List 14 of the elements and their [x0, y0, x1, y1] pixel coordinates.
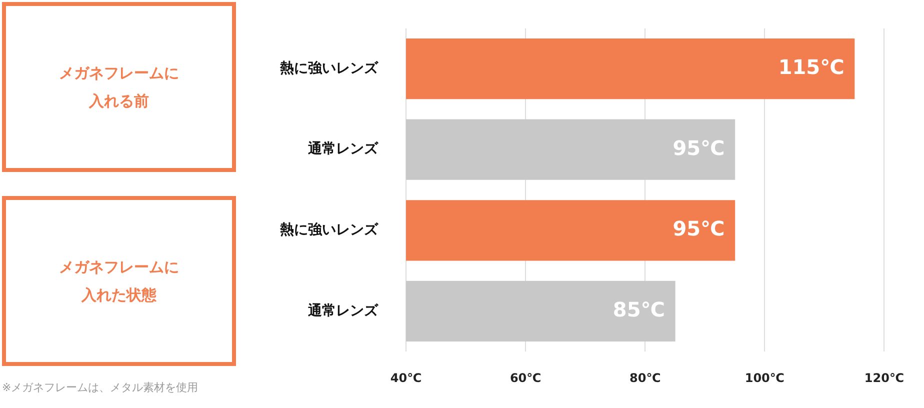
- text: ※メガネフレームは、メタル素材を使用: [2, 380, 198, 395]
- y-tick-label: 通常レンズ: [307, 302, 379, 319]
- text: メガネフレームに入れる前: [58, 62, 180, 112]
- x-tick-label: 100℃: [744, 370, 784, 385]
- x-tick-label: 80℃: [629, 370, 661, 385]
- text: メガネフレームに入れた状態: [58, 256, 180, 306]
- y-tick-label: 通常レンズ: [307, 140, 379, 158]
- y-tick-label: 熱に強いレンズ: [279, 222, 379, 238]
- y-tick-label: 熱に強いレンズ: [279, 60, 379, 76]
- x-tick-label: 40℃: [390, 370, 422, 385]
- data-label: 95℃: [672, 216, 725, 241]
- x-tick-label: 60℃: [510, 370, 542, 385]
- data-label: 115℃: [778, 55, 844, 80]
- x-tick-label: 120℃: [864, 370, 904, 385]
